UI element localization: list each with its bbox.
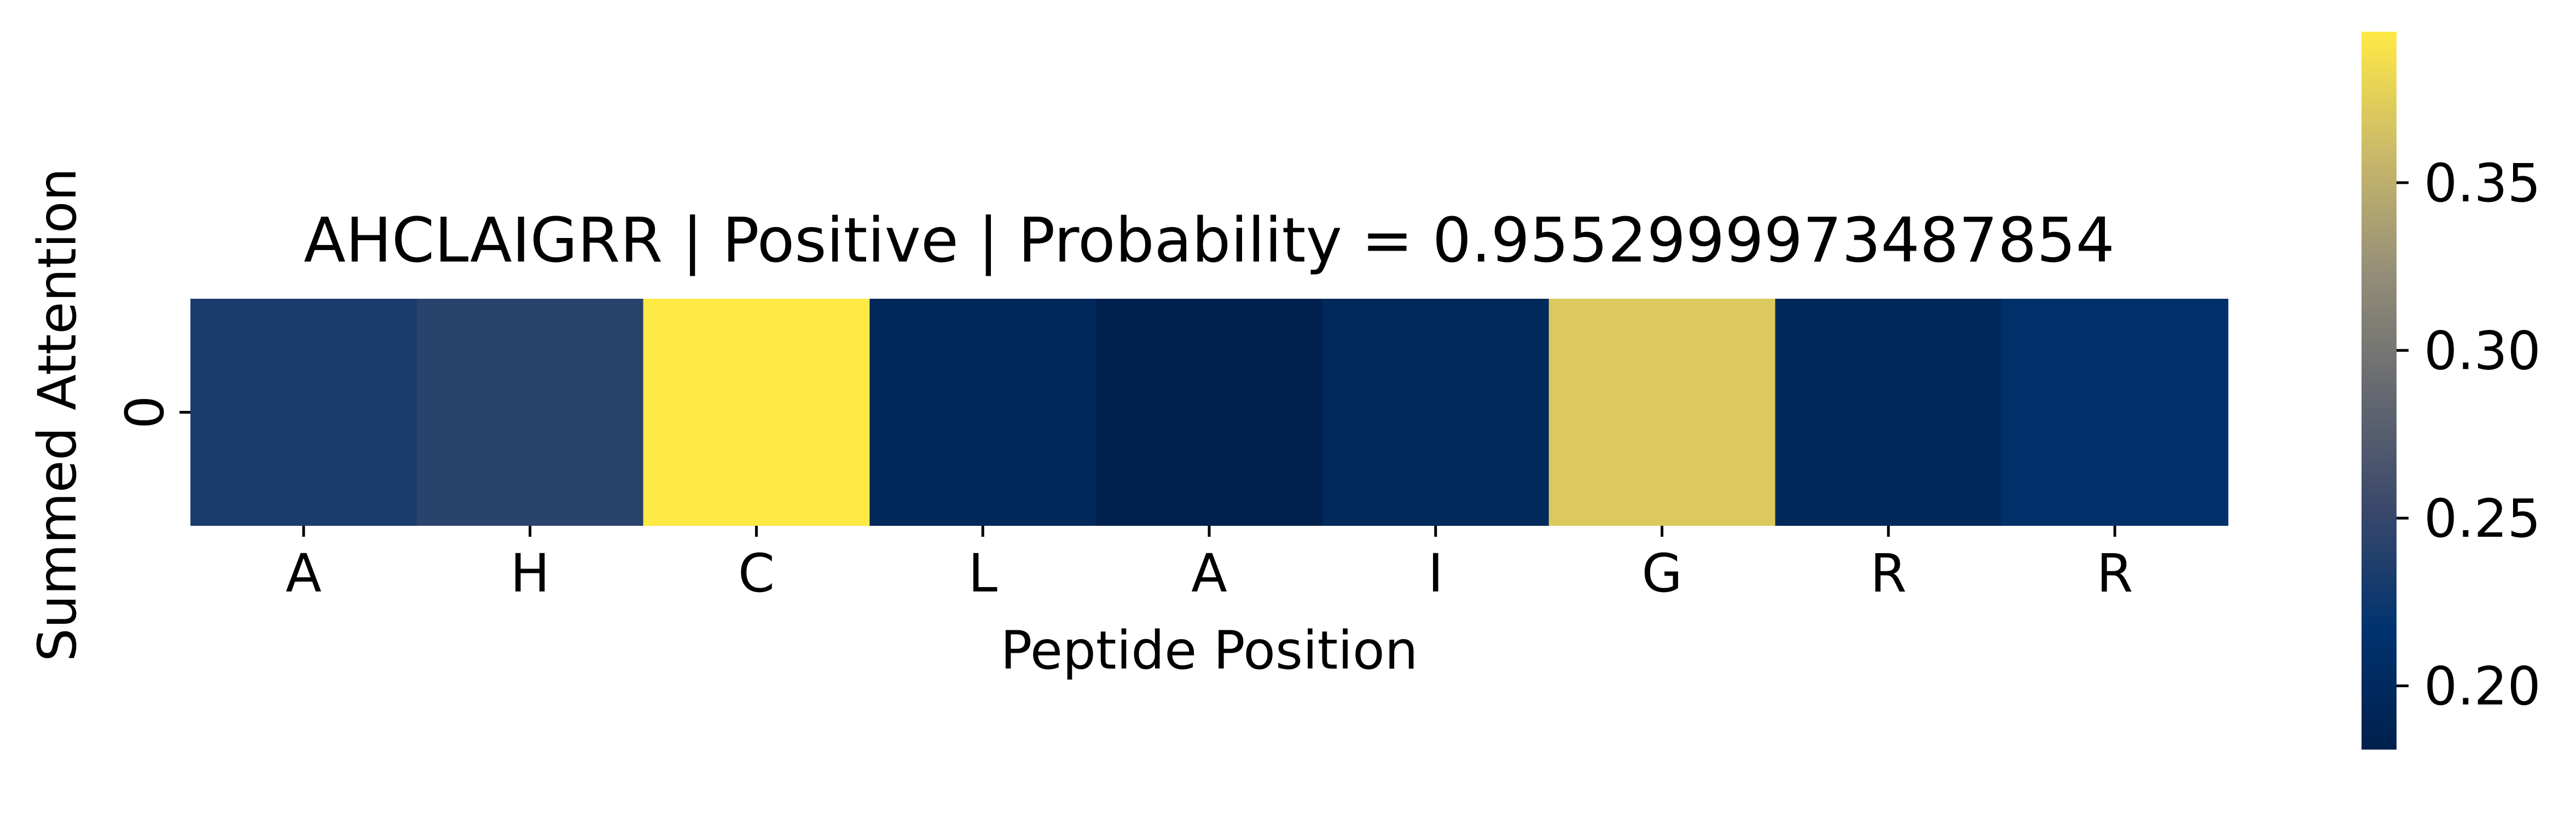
heatmap-cell [2001,299,2229,526]
heatmap-cell [643,299,870,526]
heatmap-cell [1322,299,1550,526]
x-tick-label: H [510,543,550,604]
x-tick-label: R [2097,543,2133,604]
y-axis-ticks: 0 [114,396,190,429]
x-tick-label: R [1870,543,1907,604]
x-tick-label: L [968,543,997,604]
heatmap-cell [1775,299,2002,526]
colorbar-ticks: 0.20 0.25 0.30 0.35 [2397,153,2541,717]
heatmap-cells [190,299,2229,526]
colorbar-tick-label: 0.20 [2424,656,2541,717]
colorbar-tick-label: 0.25 [2424,488,2541,549]
x-tick-label: G [1641,543,1682,604]
y-tick-label: 0 [114,396,176,429]
heatmap-cell [1096,299,1323,526]
colorbar: 0.20 0.25 0.30 0.35 [2362,32,2541,750]
colorbar-tick-label: 0.30 [2424,320,2541,381]
x-tick-label: I [1428,543,1443,604]
chart-title: AHCLAIGRR | Positive | Probability = 0.9… [304,205,2115,276]
colorbar-gradient [2362,32,2397,750]
heatmap-cell [1548,299,1776,526]
colorbar-tick-label: 0.35 [2424,153,2541,214]
heatmap-cell [416,299,644,526]
heatmap-cell [190,299,417,526]
y-axis-label: Summed Attention [27,168,88,661]
heatmap-cell [869,299,1096,526]
x-tick-label: C [738,543,775,604]
x-axis-label: Peptide Position [1000,620,1418,681]
x-tick-label: A [1191,543,1227,604]
x-tick-label: A [286,543,322,604]
